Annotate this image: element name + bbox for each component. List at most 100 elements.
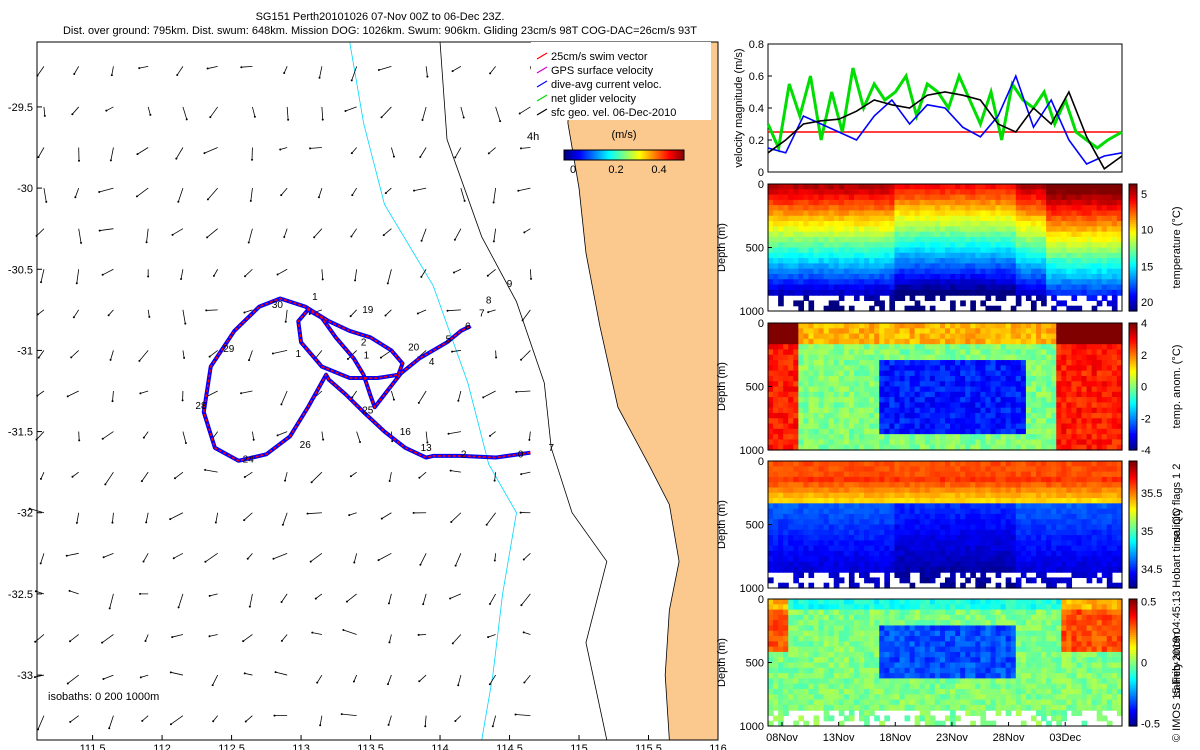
section-cell (828, 407, 835, 414)
section-cell (1000, 391, 1007, 398)
section-cell (838, 284, 845, 291)
section-cell (894, 289, 901, 296)
velocity-arrow (453, 268, 462, 273)
section-cell (965, 194, 971, 201)
section-cell (768, 210, 774, 217)
section-cell (773, 487, 779, 494)
velocity-arrow-head (251, 158, 254, 161)
section-cell (1061, 439, 1067, 446)
section-cell (859, 268, 865, 275)
section-cell (939, 338, 946, 345)
section-cell (950, 444, 956, 451)
section-cell (879, 323, 885, 329)
section-cell (1096, 231, 1103, 238)
isobath-1000m (349, 41, 517, 741)
section-cell (889, 252, 896, 259)
velocity-arrow (487, 268, 496, 277)
section-cell (869, 338, 875, 345)
section-cell (929, 503, 936, 510)
section-cell (904, 289, 911, 296)
section-cell (1091, 370, 1098, 377)
section-cell (995, 349, 1002, 356)
section-cell (909, 386, 916, 393)
section-cell (960, 338, 966, 345)
section-cell (1020, 444, 1027, 451)
section-cell (955, 375, 961, 382)
colorbar-cell (566, 150, 568, 160)
section-cell (768, 381, 774, 388)
section-cell (798, 263, 804, 270)
section-cell (808, 535, 815, 541)
section-cell (798, 461, 804, 467)
velocity-arrow-head (33, 676, 36, 679)
section-cell (843, 524, 850, 531)
section-cell (859, 252, 865, 259)
section-cell (904, 273, 911, 280)
section-cell (914, 268, 921, 275)
section-cell (899, 189, 906, 196)
velocity-arrow-head (183, 356, 186, 359)
section-colorbar-cell (1129, 200, 1137, 204)
velocity-arrow-head (37, 156, 40, 159)
section-cell (808, 194, 815, 201)
section-cell (955, 492, 961, 499)
track-blue (201, 296, 531, 463)
section-cell (1111, 273, 1118, 280)
section-cell (828, 344, 835, 351)
velocity-arrow-head (110, 74, 113, 77)
velocity-arrow-head (98, 190, 101, 193)
section-cell (879, 284, 885, 291)
section-cell (813, 561, 820, 568)
section-cell (843, 328, 850, 335)
section-cell (788, 194, 794, 201)
section-cell (1116, 263, 1123, 270)
section-cell (843, 508, 850, 515)
section-cell (899, 476, 906, 483)
section-cell (929, 279, 936, 286)
section-cell (773, 418, 779, 425)
section-cell (894, 550, 901, 557)
section-cell (960, 360, 966, 366)
section-cell (985, 247, 992, 254)
section-cell (914, 258, 921, 264)
section-cell (828, 418, 835, 425)
section-cell (1116, 407, 1123, 414)
section-cell (904, 566, 911, 573)
section-cell (848, 535, 855, 541)
section-cell (778, 503, 784, 510)
section-colorbar-tick: 20 (1141, 297, 1153, 309)
section-cell (1056, 221, 1062, 227)
section-cell (945, 360, 951, 366)
section-cell (1076, 407, 1083, 414)
section-cell (914, 333, 921, 340)
section-cell (909, 370, 916, 377)
section-cell (1111, 444, 1118, 451)
section-cell (934, 466, 941, 473)
section-cell (869, 434, 875, 441)
section-cell (945, 375, 951, 382)
section-cell (1071, 407, 1078, 414)
section-cell (813, 184, 820, 190)
section-cell (904, 221, 911, 227)
section-cell (778, 365, 784, 372)
section-cell (859, 199, 865, 206)
section-cell (919, 508, 926, 515)
section-cell (1081, 279, 1088, 286)
section-cell (853, 550, 860, 557)
section-cell (1056, 391, 1062, 398)
section-cell (1091, 295, 1098, 302)
velocity-arrow (356, 431, 361, 443)
velocity-arrow-head (487, 636, 490, 639)
section-cell (995, 370, 1002, 377)
section-cell (768, 242, 774, 249)
section-cell (965, 439, 971, 446)
velocity-arrow-head (417, 401, 420, 404)
section-cell (1020, 397, 1027, 403)
section-cell (848, 199, 855, 206)
section-cell (848, 349, 855, 356)
section-cell (889, 231, 896, 238)
velocity-arrow-head (462, 116, 465, 119)
velocity-arrow-head (80, 241, 83, 244)
section-cell (813, 397, 820, 403)
section-cell (995, 439, 1002, 446)
